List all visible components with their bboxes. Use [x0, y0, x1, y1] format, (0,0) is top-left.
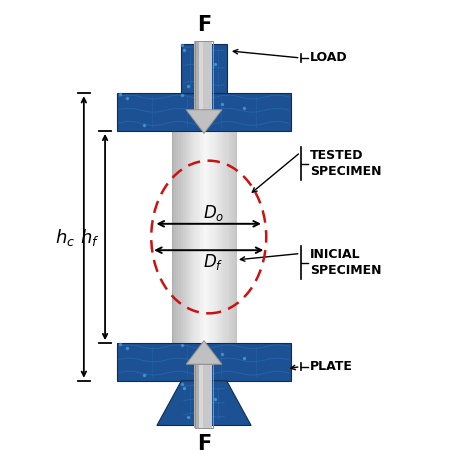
Polygon shape: [117, 343, 291, 381]
Polygon shape: [210, 131, 212, 343]
Polygon shape: [176, 131, 178, 343]
Polygon shape: [182, 131, 185, 343]
Text: $D_o$: $D_o$: [203, 203, 224, 223]
Polygon shape: [181, 131, 182, 343]
Polygon shape: [221, 131, 223, 343]
Polygon shape: [198, 131, 200, 343]
Text: F: F: [197, 434, 211, 454]
Polygon shape: [204, 131, 206, 343]
Text: $D_f$: $D_f$: [203, 252, 224, 272]
Text: F: F: [197, 15, 211, 36]
Polygon shape: [186, 341, 222, 364]
Polygon shape: [189, 131, 191, 343]
Polygon shape: [202, 131, 204, 343]
Text: $h_c$: $h_c$: [55, 227, 75, 247]
Polygon shape: [203, 41, 212, 110]
Polygon shape: [229, 131, 232, 343]
Text: PLATE: PLATE: [310, 360, 353, 373]
Polygon shape: [187, 131, 189, 343]
Polygon shape: [172, 131, 174, 343]
Polygon shape: [208, 131, 210, 343]
Polygon shape: [157, 381, 251, 426]
Text: LOAD: LOAD: [310, 52, 347, 64]
Polygon shape: [206, 131, 208, 343]
Polygon shape: [200, 131, 202, 343]
Polygon shape: [223, 131, 225, 343]
Text: $h_f$: $h_f$: [80, 227, 100, 247]
Polygon shape: [234, 131, 236, 343]
Polygon shape: [217, 131, 219, 343]
Polygon shape: [199, 364, 209, 428]
Polygon shape: [228, 131, 229, 343]
Polygon shape: [182, 44, 227, 93]
Text: INICIAL
SPECIMEN: INICIAL SPECIMEN: [310, 248, 382, 277]
Polygon shape: [186, 110, 222, 133]
Polygon shape: [219, 131, 221, 343]
Polygon shape: [199, 41, 209, 110]
Polygon shape: [195, 131, 198, 343]
Polygon shape: [225, 131, 228, 343]
Polygon shape: [212, 131, 215, 343]
Polygon shape: [191, 131, 193, 343]
Polygon shape: [203, 364, 212, 428]
Polygon shape: [194, 364, 203, 428]
Polygon shape: [194, 41, 203, 110]
Polygon shape: [232, 131, 234, 343]
Polygon shape: [174, 131, 176, 343]
Polygon shape: [117, 93, 291, 131]
Polygon shape: [193, 131, 195, 343]
Polygon shape: [215, 131, 217, 343]
Text: TESTED
SPECIMEN: TESTED SPECIMEN: [310, 149, 382, 178]
Polygon shape: [185, 131, 187, 343]
Polygon shape: [178, 131, 181, 343]
